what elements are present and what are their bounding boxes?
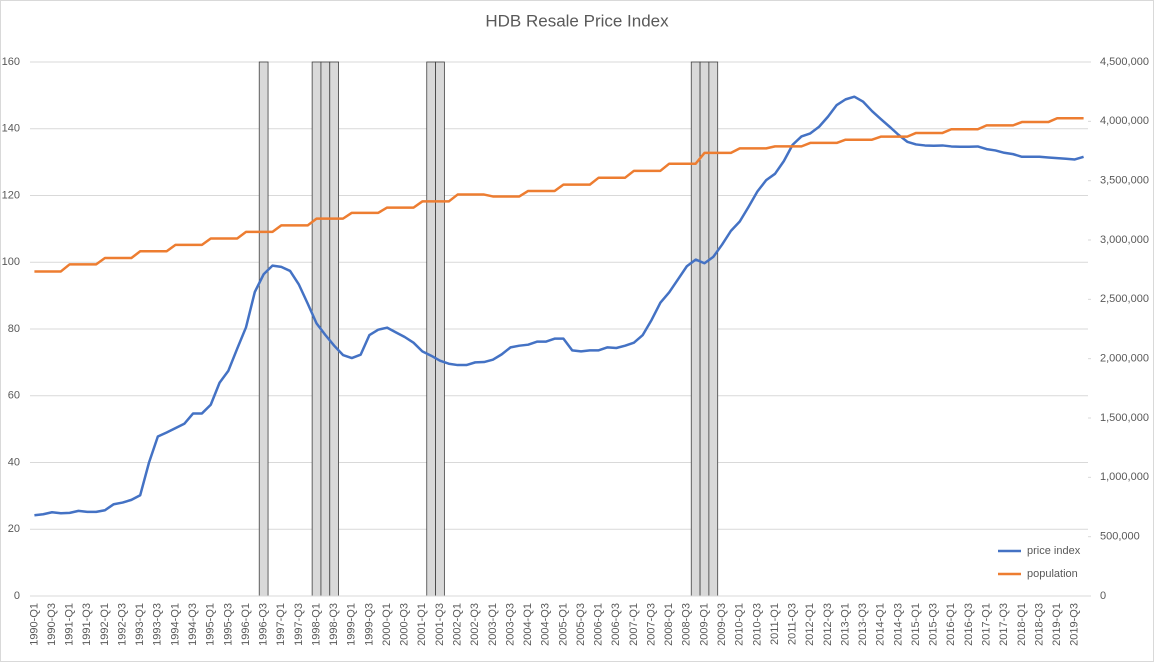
- x-tick-label: 1993-Q3: [152, 603, 164, 646]
- x-tick-label: 1991-Q3: [81, 603, 93, 646]
- y-tick-label: 160: [2, 56, 20, 68]
- y-tick-label: 120: [2, 189, 20, 201]
- x-tick-label: 1991-Q1: [64, 603, 76, 646]
- x-tick-label: 2009-Q1: [698, 603, 710, 646]
- x-tick-label: 2015-Q1: [910, 603, 922, 646]
- shaded-bar: [690, 61, 701, 597]
- x-tick-label: 1992-Q3: [116, 603, 128, 646]
- x-tick-label: 2011-Q1: [769, 603, 781, 645]
- x-tick-label: 2019-Q3: [1069, 603, 1081, 646]
- x-tick-label: 2005-Q3: [575, 603, 587, 646]
- x-tick-label: 2013-Q3: [857, 603, 869, 646]
- x-tick-label: 2006-Q1: [593, 603, 605, 646]
- data-line: [34, 117, 1084, 273]
- y2-tick-label: 500,000: [1100, 531, 1140, 543]
- x-tick-label: 2001-Q3: [434, 603, 446, 646]
- x-tick-label: 2018-Q1: [1016, 603, 1028, 646]
- shaded-bar: [426, 61, 436, 597]
- y2-tick-label: 0: [1100, 590, 1106, 602]
- x-tick-label: 2003-Q3: [504, 603, 516, 646]
- x-tick-label: 2002-Q3: [469, 603, 481, 646]
- x-tick-label: 2007-Q1: [628, 603, 640, 646]
- x-tick-label: 2012-Q3: [822, 603, 834, 646]
- shaded-bar: [435, 61, 445, 597]
- x-tick-label: 2014-Q3: [892, 603, 904, 646]
- y-tick-label: 60: [8, 390, 20, 402]
- x-tick-label: 2019-Q1: [1051, 603, 1063, 646]
- x-tick-label: 1990-Q3: [46, 603, 58, 646]
- x-tick-label: 2017-Q1: [981, 603, 993, 646]
- shaded-bar: [258, 61, 269, 597]
- legend-label: price index: [1027, 545, 1081, 557]
- x-tick-label: 1990-Q1: [28, 603, 40, 646]
- x-tick-label: 1995-Q3: [222, 603, 234, 646]
- x-tick-label: 1993-Q1: [134, 603, 146, 646]
- x-tick-label: 2010-Q1: [734, 603, 746, 646]
- y2-tick-label: 3,500,000: [1100, 175, 1149, 187]
- x-tick-label: 2002-Q1: [452, 603, 464, 646]
- y2-tick-label: 2,500,000: [1100, 293, 1149, 305]
- x-tick-label: 2018-Q3: [1033, 603, 1045, 646]
- x-tick-label: 2012-Q1: [804, 603, 816, 646]
- x-tick-label: 1996-Q1: [240, 603, 252, 646]
- x-tick-label: 2015-Q3: [928, 603, 940, 646]
- x-tick-label: 1999-Q3: [363, 603, 375, 646]
- y-tick-label: 0: [14, 590, 20, 602]
- x-tick-label: 2001-Q1: [416, 603, 428, 646]
- x-tick-label: 1998-Q3: [328, 603, 340, 646]
- x-tick-label: 1995-Q1: [205, 603, 217, 646]
- y-tick-label: 100: [2, 256, 20, 268]
- shaded-bar: [329, 61, 339, 597]
- x-tick-label: 1999-Q1: [346, 603, 358, 646]
- y2-tick-label: 1,000,000: [1100, 471, 1149, 483]
- y-tick-label: 40: [8, 456, 20, 468]
- x-tick-label: 2009-Q3: [716, 603, 728, 646]
- x-tick-label: 2011-Q3: [787, 603, 799, 645]
- x-tick-label: 2016-Q3: [963, 603, 975, 646]
- data-line: [34, 95, 1084, 517]
- x-tick-label: 2007-Q3: [645, 603, 657, 646]
- y2-tick-label: 2,000,000: [1100, 353, 1149, 365]
- x-tick-label: 2005-Q1: [557, 603, 569, 646]
- shaded-bar: [699, 61, 710, 597]
- chart-title: HDB Resale Price Index: [485, 11, 669, 30]
- x-tick-label: 1998-Q1: [310, 603, 322, 646]
- y-tick-label: 20: [8, 523, 20, 535]
- shaded-bar: [708, 61, 719, 597]
- x-tick-label: 1996-Q3: [258, 603, 270, 646]
- x-tick-label: 2010-Q3: [751, 603, 763, 646]
- x-tick-label: 2013-Q1: [839, 603, 851, 646]
- x-tick-label: 1994-Q1: [169, 603, 181, 646]
- y-tick-label: 140: [2, 123, 20, 135]
- y2-tick-label: 4,500,000: [1100, 56, 1149, 68]
- x-tick-label: 1992-Q1: [99, 603, 111, 646]
- x-tick-label: 2008-Q1: [663, 603, 675, 646]
- y2-tick-label: 1,500,000: [1100, 412, 1149, 424]
- y2-tick-label: 3,000,000: [1100, 234, 1149, 246]
- x-tick-label: 2008-Q3: [681, 603, 693, 646]
- y-tick-label: 80: [8, 323, 20, 335]
- y2-tick-label: 4,000,000: [1100, 115, 1149, 127]
- legend-label: population: [1027, 568, 1078, 580]
- x-tick-label: 2000-Q1: [381, 603, 393, 646]
- x-tick-label: 2017-Q3: [998, 603, 1010, 646]
- x-tick-label: 2004-Q3: [540, 603, 552, 646]
- x-tick-label: 1997-Q1: [275, 603, 287, 646]
- x-tick-label: 1994-Q3: [187, 603, 199, 646]
- x-tick-label: 2014-Q1: [875, 603, 887, 646]
- x-tick-label: 2006-Q3: [610, 603, 622, 646]
- x-tick-label: 2004-Q1: [522, 603, 534, 646]
- x-tick-label: 2003-Q1: [487, 603, 499, 646]
- x-tick-label: 2000-Q3: [399, 603, 411, 646]
- x-tick-label: 1997-Q3: [293, 603, 305, 646]
- x-tick-label: 2016-Q1: [945, 603, 957, 646]
